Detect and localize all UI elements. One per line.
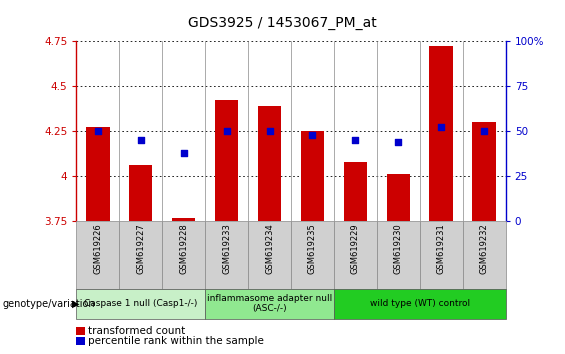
- Text: GSM619233: GSM619233: [222, 223, 231, 274]
- Point: [179, 150, 188, 155]
- Bar: [205, 289, 334, 319]
- Point: [480, 128, 489, 134]
- Bar: [472, 122, 496, 221]
- Text: GSM619229: GSM619229: [351, 223, 360, 274]
- Text: wild type (WT) control: wild type (WT) control: [370, 299, 470, 308]
- Bar: [344, 162, 367, 221]
- Point: [93, 128, 102, 134]
- Text: GSM619230: GSM619230: [394, 223, 403, 274]
- Text: GSM619234: GSM619234: [265, 223, 274, 274]
- Bar: [76, 337, 85, 345]
- Bar: [420, 221, 463, 289]
- Bar: [463, 221, 506, 289]
- Text: GSM619235: GSM619235: [308, 223, 317, 274]
- Text: GSM619232: GSM619232: [480, 223, 489, 274]
- Bar: [334, 289, 506, 319]
- Bar: [205, 221, 248, 289]
- Text: GSM619231: GSM619231: [437, 223, 446, 274]
- Text: Caspase 1 null (Casp1-/-): Caspase 1 null (Casp1-/-): [84, 299, 197, 308]
- Text: GSM619227: GSM619227: [136, 223, 145, 274]
- Bar: [301, 131, 324, 221]
- Bar: [386, 174, 410, 221]
- Text: GSM619226: GSM619226: [93, 223, 102, 274]
- Point: [265, 128, 274, 134]
- Bar: [86, 127, 110, 221]
- Point: [222, 128, 231, 134]
- Text: percentile rank within the sample: percentile rank within the sample: [88, 336, 263, 346]
- Bar: [76, 221, 119, 289]
- Bar: [377, 221, 420, 289]
- Text: GDS3925 / 1453067_PM_at: GDS3925 / 1453067_PM_at: [188, 16, 377, 30]
- Text: genotype/variation: genotype/variation: [3, 298, 95, 309]
- Text: ▶: ▶: [72, 298, 79, 309]
- Point: [136, 137, 145, 143]
- Bar: [248, 221, 291, 289]
- Bar: [215, 100, 238, 221]
- Bar: [119, 221, 162, 289]
- Point: [394, 139, 403, 145]
- Bar: [162, 221, 205, 289]
- Text: GSM619228: GSM619228: [179, 223, 188, 274]
- Bar: [172, 218, 195, 221]
- Text: transformed count: transformed count: [88, 326, 185, 336]
- Bar: [334, 221, 377, 289]
- Point: [437, 125, 446, 130]
- Point: [308, 132, 317, 137]
- Point: [351, 137, 360, 143]
- Bar: [429, 46, 453, 221]
- Bar: [76, 289, 205, 319]
- Bar: [76, 327, 85, 335]
- Text: inflammasome adapter null
(ASC-/-): inflammasome adapter null (ASC-/-): [207, 294, 332, 313]
- Bar: [129, 165, 153, 221]
- Bar: [258, 106, 281, 221]
- Bar: [291, 221, 334, 289]
